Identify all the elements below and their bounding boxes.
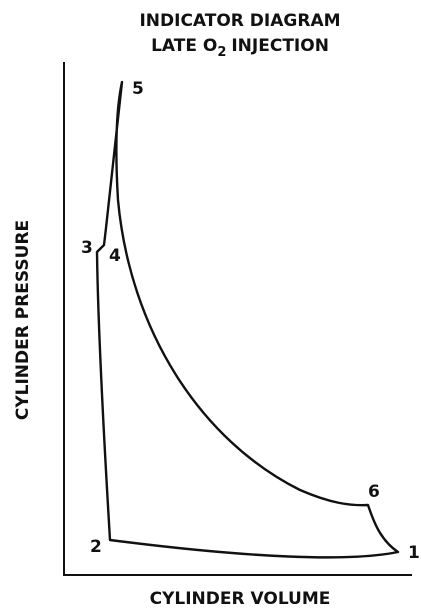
point-label: 5 (132, 79, 144, 99)
title-line1: INDICATOR DIAGRAM (139, 11, 340, 31)
title-subscript: 2 (217, 45, 226, 60)
point-label: 2 (90, 537, 102, 557)
point-label: 4 (109, 246, 121, 266)
axes (63, 62, 412, 576)
title-text: LATE O (151, 36, 217, 56)
title-line2: LATE O2 INJECTION (151, 36, 329, 60)
point-label: 1 (408, 543, 420, 563)
point-label: 3 (81, 238, 93, 258)
title-rest: INJECTION (231, 36, 329, 56)
cycle-curve (95, 80, 400, 559)
x-axis-label: CYLINDER VOLUME (150, 589, 331, 609)
y-axis-label: CYLINDER PRESSURE (13, 220, 33, 420)
point-label: 6 (368, 482, 380, 502)
